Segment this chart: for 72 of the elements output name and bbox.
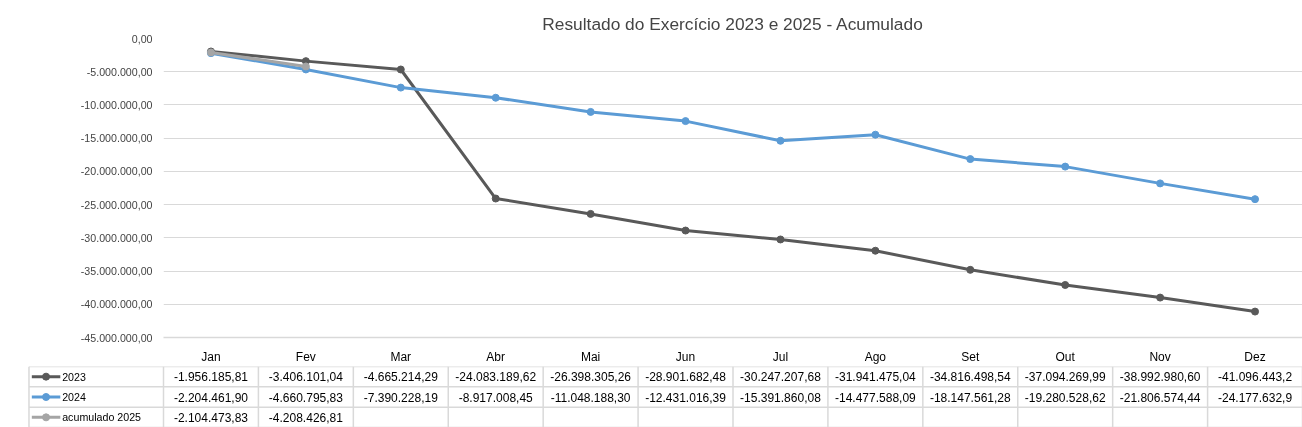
data-label: -28.901.682,48 (645, 370, 727, 385)
data-label: -7.390.228,19 (363, 390, 439, 405)
point (871, 246, 880, 255)
data-label: -4.208.426,81 (268, 410, 344, 425)
y-tick-label: -10.000.000,00 (80, 98, 153, 111)
point (1061, 162, 1070, 171)
data-label: -30.247.207,68 (740, 370, 822, 385)
legend-label: 2023 (62, 370, 86, 383)
point (681, 226, 690, 235)
x-tick-label: Mar (390, 349, 412, 364)
x-tick-label: Fev (295, 349, 316, 364)
point (1156, 293, 1165, 302)
point (1251, 307, 1260, 316)
data-label: -24.083.189,62 (455, 370, 537, 385)
data-label: -4.665.214,29 (363, 370, 439, 385)
data-label: -34.816.498,54 (929, 370, 1011, 385)
point (1156, 179, 1165, 188)
point (966, 155, 975, 164)
y-tick-label: -30.000.000,00 (80, 231, 153, 244)
point (491, 93, 500, 102)
y-tick-label: -20.000.000,00 (80, 165, 153, 178)
data-label: -3.406.101,04 (268, 370, 344, 385)
x-tick-label: Jul (772, 349, 789, 364)
x-tick-label: Nov (1149, 349, 1171, 364)
point (396, 83, 405, 92)
data-label: -19.280.528,62 (1024, 390, 1106, 405)
data-label: -11.048.188,30 (550, 390, 631, 405)
x-tick-label: Out (1055, 349, 1076, 364)
point (681, 117, 690, 126)
point (871, 130, 880, 139)
x-tick-label: Abr (486, 349, 506, 364)
point (396, 65, 405, 74)
x-tick-label: Mai (580, 349, 601, 364)
data-label: -4.660.795,83 (268, 390, 344, 405)
data-label: -1.956.185,81 (173, 370, 249, 385)
data-label: -18.147.561,28 (929, 390, 1011, 405)
x-tick-label: Jun (675, 349, 696, 364)
data-label: -24.177.632,9 (1218, 390, 1293, 405)
data-label: -2.204.461,90 (173, 390, 249, 405)
data-label: -31.941.475,04 (835, 370, 917, 385)
data-label: -2.104.473,83 (173, 410, 249, 425)
data-label: -21.806.574,44 (1119, 390, 1201, 405)
x-tick-label: Set (961, 349, 980, 364)
data-label: -12.431.016,39 (645, 390, 727, 405)
point (491, 194, 500, 203)
data-label: -38.992.980,60 (1119, 370, 1201, 385)
y-tick-label: -45.000.000,00 (80, 331, 153, 344)
y-tick-label: -40.000.000,00 (80, 298, 153, 311)
legend-label: 2024 (62, 391, 86, 403)
data-label: -41.096.443,2 (1218, 370, 1293, 385)
x-tick-label: Jan (201, 349, 221, 364)
data-label: -15.391.860,08 (740, 390, 822, 405)
point (1061, 280, 1070, 289)
y-tick-label: -25.000.000,00 (80, 198, 153, 211)
chart-title: Resultado do Exercício 2023 e 2025 - Acumulado (542, 13, 923, 34)
point (776, 136, 785, 145)
point (1251, 195, 1260, 204)
point (776, 235, 785, 244)
x-tick-label: Ago (864, 349, 887, 364)
y-tick-label: 0,00 (131, 32, 153, 45)
legend-label: acumulado 2025 (62, 411, 142, 424)
y-tick-label: -35.000.000,00 (80, 265, 153, 278)
point (966, 265, 975, 274)
point (586, 107, 595, 116)
data-label: -37.094.269,99 (1024, 370, 1106, 385)
data-label: -8.917.008,45 (458, 390, 534, 405)
point (586, 209, 595, 218)
data-label: -26.398.305,26 (550, 370, 632, 385)
data-label: -14.477.588,09 (835, 390, 917, 405)
y-tick-label: -5.000.000,00 (86, 65, 153, 78)
y-tick-label: -15.000.000,00 (80, 132, 153, 145)
x-tick-label: Dez (1244, 349, 1266, 364)
